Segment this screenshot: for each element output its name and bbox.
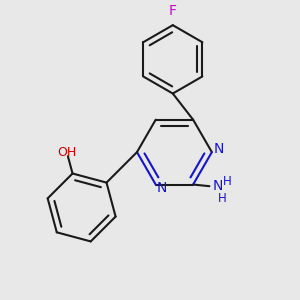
Text: OH: OH bbox=[58, 146, 77, 159]
Text: N: N bbox=[212, 179, 223, 193]
Text: F: F bbox=[169, 4, 177, 18]
Text: H: H bbox=[223, 175, 232, 188]
Text: N: N bbox=[157, 181, 167, 195]
Text: N: N bbox=[213, 142, 224, 156]
Text: H: H bbox=[218, 192, 227, 205]
